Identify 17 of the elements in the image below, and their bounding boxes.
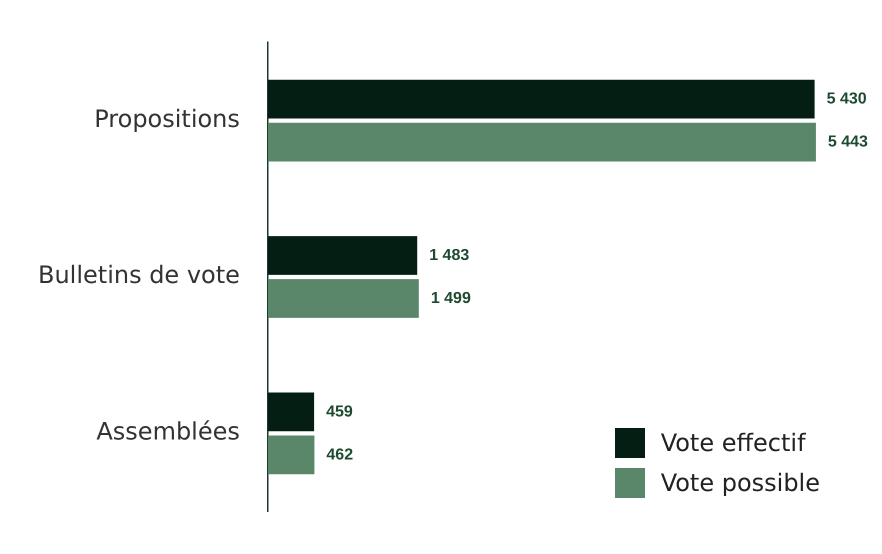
bar <box>268 436 314 474</box>
data-label: 1 483 <box>429 246 470 264</box>
data-label: 459 <box>326 403 353 420</box>
bar <box>268 236 418 275</box>
data-label: 1 499 <box>430 290 471 307</box>
bar <box>268 279 419 318</box>
data-label: 5 430 <box>826 90 867 108</box>
data-label: 462 <box>326 446 354 464</box>
bar <box>268 122 816 162</box>
legend-label: Vote effectif <box>660 429 806 457</box>
y-tick-label: Assemblées <box>96 418 240 446</box>
legend-label: Vote possible <box>660 469 820 497</box>
bar <box>268 80 815 118</box>
y-tick-label: Propositions <box>94 104 240 133</box>
y-tick-label: Bulletins de vote <box>38 261 240 290</box>
bar <box>268 392 314 432</box>
data-label: 5 443 <box>828 134 868 151</box>
